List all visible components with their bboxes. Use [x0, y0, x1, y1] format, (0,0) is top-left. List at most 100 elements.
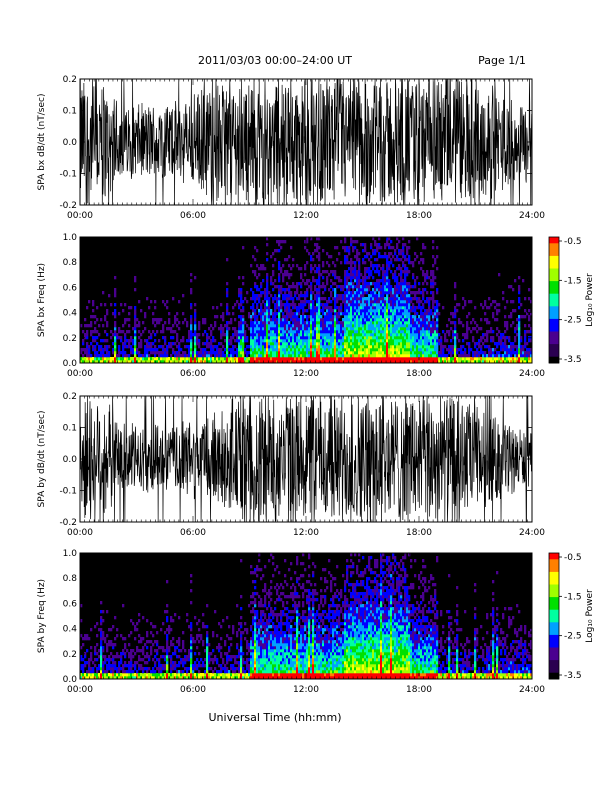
- heatmap-cell: [106, 643, 109, 647]
- heatmap-cell: [368, 324, 371, 328]
- heatmap-cell: [366, 315, 369, 319]
- heatmap-cell: [106, 664, 109, 668]
- heatmap-cell: [382, 318, 385, 322]
- heatmap-cell: [114, 309, 117, 313]
- heatmap-cell: [430, 351, 433, 355]
- heatmap-cell: [312, 321, 315, 325]
- heatmap-cell: [356, 276, 359, 280]
- heatmap-cell: [346, 342, 349, 346]
- heatmap-cell: [128, 354, 131, 358]
- heatmap-cell: [152, 348, 155, 352]
- heatmap-cell: [108, 661, 111, 665]
- heatmap-cell: [164, 348, 167, 352]
- heatmap-cell: [100, 601, 103, 605]
- heatmap-cell: [300, 345, 303, 349]
- heatmap-cell: [432, 342, 435, 346]
- heatmap-cell: [130, 655, 133, 659]
- heatmap-cell: [392, 339, 395, 343]
- heatmap-cell: [278, 339, 281, 343]
- heatmap-cell: [414, 321, 417, 325]
- y-tick-label: 1.0: [63, 233, 78, 243]
- heatmap-cell: [428, 297, 431, 301]
- heatmap-cell: [282, 273, 285, 277]
- heatmap-cell: [348, 342, 351, 346]
- heatmap-cell: [368, 354, 371, 358]
- heatmap-cell: [112, 351, 115, 355]
- heatmap-cell: [486, 333, 489, 337]
- heatmap-cell: [406, 270, 409, 274]
- heatmap-cell: [344, 261, 347, 265]
- heatmap-cell: [258, 357, 261, 361]
- heatmap-cell: [106, 309, 109, 313]
- heatmap-cell: [260, 315, 263, 319]
- heatmap-cell: [412, 303, 415, 307]
- heatmap-cell: [436, 306, 439, 310]
- heatmap-cell: [128, 345, 131, 349]
- heatmap-cell: [196, 333, 199, 337]
- heatmap-cell: [286, 297, 289, 301]
- colorbar-swatch: [549, 295, 559, 299]
- heatmap-cell: [250, 327, 253, 331]
- heatmap-cell: [314, 351, 317, 355]
- heatmap-cell: [266, 285, 269, 289]
- heatmap-cell: [486, 336, 489, 340]
- heatmap-cell: [110, 670, 113, 674]
- heatmap-cell: [314, 312, 317, 316]
- heatmap-cell: [458, 303, 461, 307]
- heatmap-cell: [400, 276, 403, 280]
- heatmap-cell: [370, 348, 373, 352]
- heatmap-cell: [182, 357, 185, 361]
- heatmap-cell: [388, 285, 391, 289]
- x-tick-label: 00:00: [67, 211, 93, 221]
- heatmap-cell: [138, 342, 141, 346]
- heatmap-cell: [304, 321, 307, 325]
- heatmap-cell: [226, 312, 229, 316]
- heatmap-cell: [348, 315, 351, 319]
- heatmap-cell: [338, 327, 341, 331]
- heatmap-cell: [350, 336, 353, 340]
- heatmap-cell: [274, 297, 277, 301]
- heatmap-cell: [134, 348, 137, 352]
- heatmap-cell: [370, 327, 373, 331]
- heatmap-cell: [210, 330, 213, 334]
- heatmap-cell: [250, 315, 253, 319]
- heatmap-cell: [260, 348, 263, 352]
- heatmap-cell: [284, 360, 287, 364]
- heatmap-cell: [300, 333, 303, 337]
- heatmap-cell: [82, 676, 85, 680]
- heatmap-cell: [436, 309, 439, 313]
- heatmap-cell: [272, 348, 275, 352]
- heatmap-cell: [424, 330, 427, 334]
- heatmap-cell: [334, 327, 337, 331]
- heatmap-cell: [326, 339, 329, 343]
- heatmap-cell: [130, 649, 133, 653]
- heatmap-cell: [494, 348, 497, 352]
- heatmap-cell: [484, 300, 487, 304]
- heatmap-cell: [278, 279, 281, 283]
- heatmap-cell: [316, 309, 319, 313]
- heatmap-cell: [316, 315, 319, 319]
- heatmap-cell: [408, 258, 411, 262]
- heatmap-cell: [304, 348, 307, 352]
- heatmap-cell: [346, 333, 349, 337]
- heatmap-cell: [448, 357, 451, 361]
- heatmap-cell: [422, 291, 425, 295]
- heatmap-cell: [308, 354, 311, 358]
- heatmap-cell: [460, 348, 463, 352]
- heatmap-cell: [352, 351, 355, 355]
- heatmap-cell: [356, 312, 359, 316]
- heatmap-cell: [360, 321, 363, 325]
- heatmap-cell: [328, 300, 331, 304]
- heatmap-cell: [430, 357, 433, 361]
- heatmap-cell: [272, 312, 275, 316]
- heatmap-cell: [382, 342, 385, 346]
- heatmap-cell: [334, 291, 337, 295]
- heatmap-cell: [294, 285, 297, 289]
- heatmap-cell: [310, 303, 313, 307]
- heatmap-cell: [134, 333, 137, 337]
- heatmap-cell: [302, 312, 305, 316]
- heatmap-cell: [250, 339, 253, 343]
- heatmap-cell: [352, 273, 355, 277]
- panel-3: 0.20.10.0-0.1-0.200:00 06:00 12:00 18:00 24:…: [37, 392, 545, 538]
- heatmap-cell: [118, 655, 121, 659]
